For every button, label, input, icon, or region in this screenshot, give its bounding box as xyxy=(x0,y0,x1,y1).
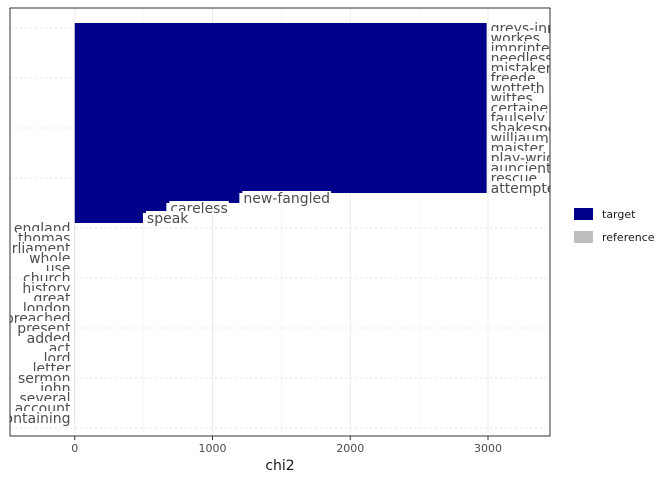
x-tick-label: 0 xyxy=(71,442,78,455)
panel-border xyxy=(9,7,551,437)
bar-freede xyxy=(74,73,487,83)
bar-imprinted xyxy=(74,43,487,53)
legend-key-reference xyxy=(574,231,593,243)
bar-play-wright xyxy=(74,153,487,163)
legend-key-target xyxy=(574,208,593,220)
bar-faulsely xyxy=(74,113,487,123)
bar-label-background xyxy=(489,181,550,195)
bar-label-background xyxy=(10,411,72,425)
bar-workes xyxy=(74,33,487,43)
bar-labels: greys-inneworkesimprintedneedlessemistak… xyxy=(0,21,565,427)
legend-label-reference: reference xyxy=(602,231,655,244)
x-tick-label: 2000 xyxy=(336,442,364,455)
bar-mistaken xyxy=(74,63,487,73)
legend-label-target: target xyxy=(602,208,636,221)
bar-certainely xyxy=(74,103,487,113)
bar-new-fangled xyxy=(74,193,240,203)
bar-speak xyxy=(74,213,143,223)
bar-wittes xyxy=(74,93,487,103)
bar-maister xyxy=(74,143,487,153)
bar-wotteth xyxy=(74,83,487,93)
bar-label: new-fangled xyxy=(243,191,330,207)
x-tick-label: 3000 xyxy=(474,442,502,455)
bar-rescue xyxy=(74,173,487,183)
bar-greys-inne xyxy=(74,23,487,33)
bar-auncient xyxy=(74,163,487,173)
legend: target reference xyxy=(574,208,655,244)
x-tick-label: 1000 xyxy=(199,442,227,455)
x-axis-ticks: 0 1000 2000 3000 xyxy=(71,436,502,455)
bar-label: containing xyxy=(0,411,70,427)
bars xyxy=(74,23,487,423)
bar-label: speak xyxy=(147,211,189,227)
bar-label: attempted xyxy=(491,181,565,197)
bar-williaume xyxy=(74,133,487,143)
bar-needlesse xyxy=(74,53,487,63)
bar-attempted xyxy=(74,183,487,193)
bar-label-background xyxy=(145,211,191,225)
bar-label-background xyxy=(242,191,332,205)
bar-careless xyxy=(74,203,167,213)
bar-shakespeare xyxy=(74,123,487,133)
x-axis-title: chi2 xyxy=(265,458,294,474)
